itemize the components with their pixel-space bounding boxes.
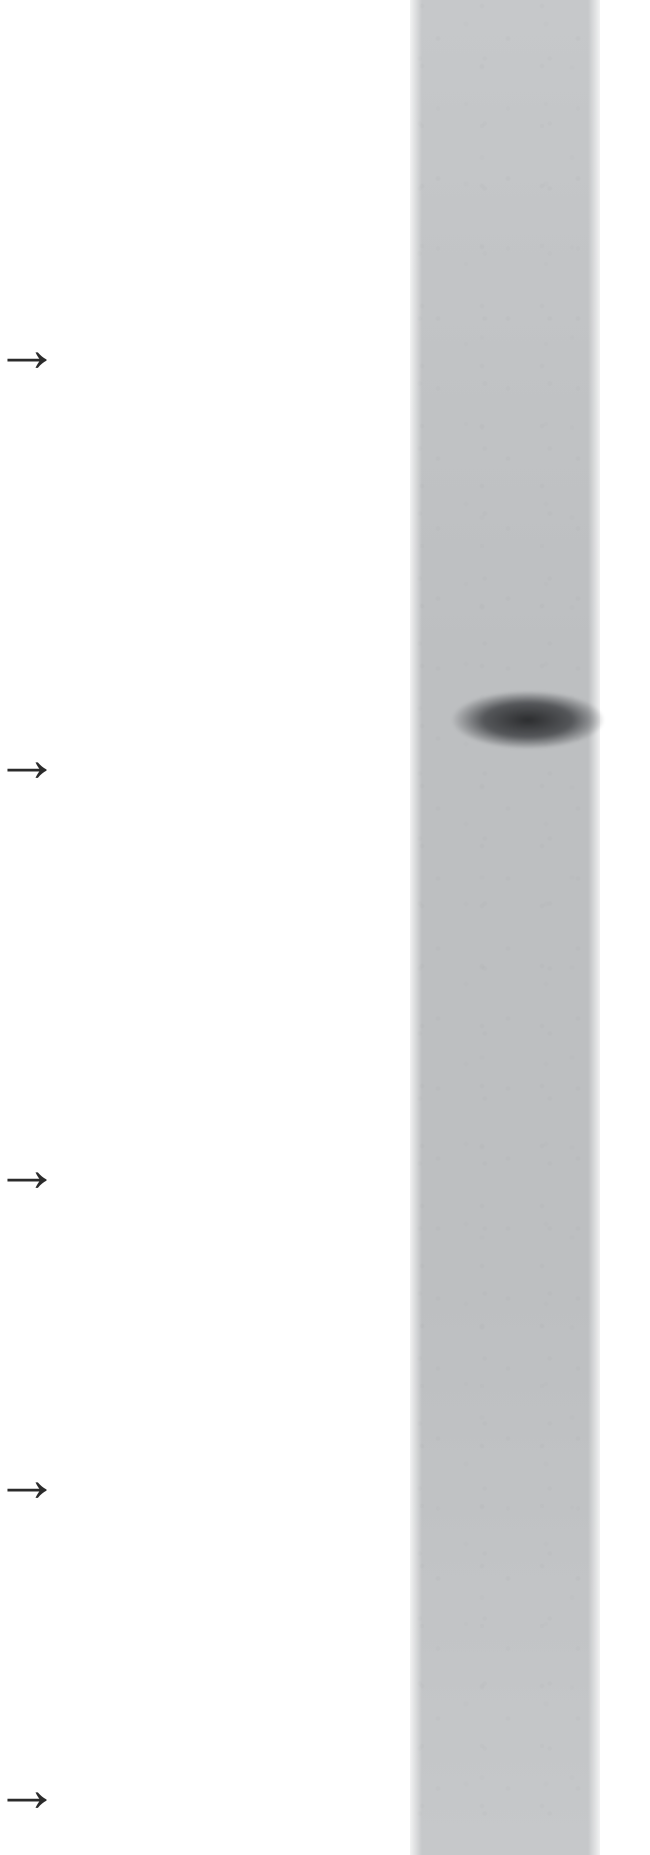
blot-region	[360, 0, 650, 1855]
lane-edge-right	[588, 0, 602, 1855]
mw-marker: 45kd→	[0, 1137, 60, 1203]
marker-labels-region: 116kd→ 66kd→ 45kd→ 35kd→ 25kd→	[0, 0, 360, 1855]
blot-lane	[410, 0, 600, 1855]
arrow-right-icon: →	[0, 727, 60, 793]
mw-marker: 116kd→	[0, 317, 60, 383]
protein-band	[446, 686, 610, 754]
arrow-right-icon: →	[0, 1757, 60, 1823]
mw-marker: 35kd→	[0, 1447, 60, 1513]
lane-grain	[410, 0, 600, 1855]
lane-edge-left	[408, 0, 422, 1855]
mw-marker: 66kd→	[0, 727, 60, 793]
mw-marker: 25kd→	[0, 1757, 60, 1823]
arrow-right-icon: →	[0, 1137, 60, 1203]
arrow-right-icon: →	[0, 1447, 60, 1513]
arrow-right-icon: →	[0, 317, 60, 383]
